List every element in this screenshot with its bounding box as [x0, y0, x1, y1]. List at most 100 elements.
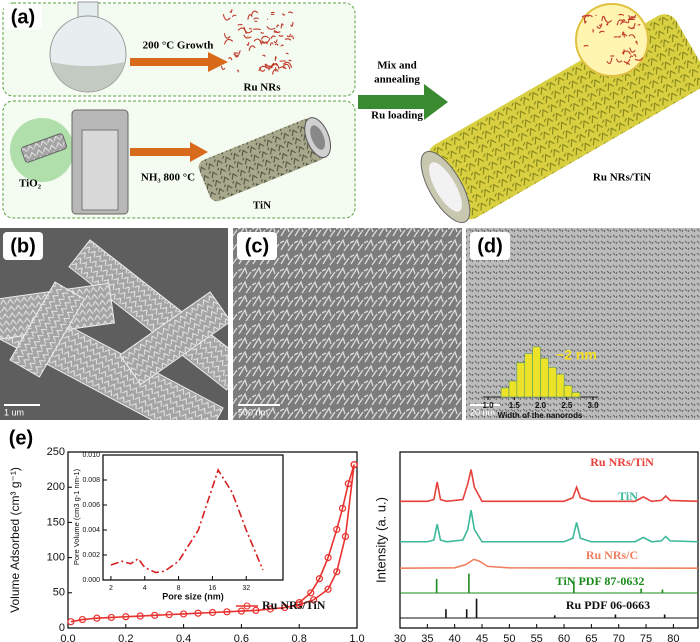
x-tick-label: 8: [177, 585, 181, 592]
nanorod: [260, 35, 269, 40]
tube-body: [198, 118, 326, 202]
nanorod: [237, 23, 243, 26]
step-label: Ru loading: [371, 110, 423, 122]
material-label: TiN: [253, 200, 271, 212]
chart: 2 4 8 16 32 0.000 0.002 0.004 0.006 0.008 0.010 Por…: [72, 452, 284, 601]
nanorod: [637, 23, 641, 26]
nanorod: [253, 17, 259, 20]
nanorod: [269, 42, 274, 46]
nanorod: [233, 52, 239, 54]
y-axis-label: Intensity (a. u.): [373, 497, 388, 583]
series-line: [400, 469, 699, 503]
legend-label: Ru NRs/TiN: [262, 598, 326, 612]
legend-marker: [243, 602, 251, 610]
nanorod: [243, 34, 252, 39]
nanorod: [273, 39, 278, 44]
nanorod: [233, 50, 241, 57]
flask-liquid: [51, 62, 125, 92]
nanorod: [621, 31, 625, 38]
data-point: [344, 480, 352, 488]
data-point: [151, 611, 159, 619]
nanorod: [635, 40, 638, 45]
x-tick-label: 0.2: [118, 633, 133, 642]
x-tick-label: 0.0: [60, 633, 75, 642]
x-tick-label: 4: [143, 585, 147, 592]
histogram-bar: [500, 387, 510, 398]
tube-hole: [429, 162, 462, 212]
data-point: [180, 610, 188, 618]
chart: 30 35 40 45 50 55 60 65 70 75 80 Intensity (a. u.) R…: [373, 451, 699, 642]
nanorod: [282, 13, 286, 16]
nanorod: [273, 29, 281, 34]
reactor-inner: [81, 129, 119, 211]
y-axis-label: Pore Volume (cm3 g-1 nm-1): [72, 468, 81, 565]
nanorod: [253, 28, 261, 31]
x-tick-label: 75: [640, 633, 652, 642]
nanorod: [276, 24, 280, 28]
nanorod: [248, 27, 253, 30]
data-point: [165, 611, 173, 619]
nanorod: [598, 24, 602, 27]
nanorod: [259, 66, 266, 72]
step-label: 200 °C Growth: [143, 40, 214, 52]
nanorod: [280, 44, 284, 47]
x-axis-label: Pore size (nm): [162, 591, 224, 601]
nanorod: [282, 63, 291, 70]
nanorod: [258, 65, 268, 72]
x-tick-label: 40: [449, 633, 461, 642]
x-tick-label: 1.0: [349, 633, 364, 642]
data-point: [208, 608, 217, 617]
nanorod: [234, 53, 239, 58]
x-tick-label: 1.5: [509, 401, 521, 410]
nanorod: [625, 63, 631, 66]
histogram-bar: [516, 362, 526, 398]
tin-tube: [198, 117, 332, 202]
x-tick-label: 16: [208, 585, 216, 592]
nanorod: [288, 11, 294, 14]
step-label: annealing: [374, 74, 420, 86]
label-bg: [2, 424, 40, 452]
data-point: [307, 589, 315, 597]
rod: [119, 291, 228, 386]
series-label: TiN PDF 87-0632: [556, 574, 645, 588]
data-point: [252, 606, 260, 615]
data-point: [310, 596, 318, 604]
tube-hole: [310, 125, 326, 150]
nanorod: [616, 58, 623, 63]
x-tick-label: 2.0: [535, 401, 547, 410]
scale-label: 20 nm: [470, 407, 495, 417]
nanorod: [273, 30, 278, 33]
data-point: [324, 553, 332, 562]
nanorod: [288, 59, 292, 62]
label-bg: [3, 232, 43, 260]
panel-label: (b): [10, 235, 36, 257]
nanorod: [253, 38, 263, 45]
label-bg: [237, 232, 277, 260]
nanorod: [247, 14, 253, 20]
nanorod: [629, 55, 634, 59]
data-point: [107, 613, 115, 622]
nanorod: [629, 47, 636, 53]
magnifier: [575, 3, 649, 77]
y-tick-label: 200: [47, 481, 65, 493]
data-point: [281, 603, 289, 612]
data-point: [237, 607, 245, 615]
data-point: [295, 599, 303, 607]
annotation: ~2 nm: [556, 347, 597, 363]
x-tick-label: 0.4: [176, 633, 191, 642]
x-axis-label: Width of the nanorods: [498, 411, 583, 420]
histogram-bar: [548, 367, 557, 398]
x-tick-label: 80: [667, 633, 679, 642]
y-tick-label: 250: [47, 446, 65, 458]
series-line: [400, 509, 699, 543]
nanorod: [246, 41, 250, 46]
nanorod: [243, 26, 253, 34]
chart: 1.0 1.5 2.0 2.5 3.0 Width of the nanorods: [482, 346, 599, 420]
nanorod: [621, 33, 628, 37]
nanorod: [228, 57, 233, 61]
nanorod: [628, 14, 636, 19]
data-point: [350, 461, 358, 469]
nanorod: [266, 62, 275, 68]
arrow: [130, 52, 228, 72]
